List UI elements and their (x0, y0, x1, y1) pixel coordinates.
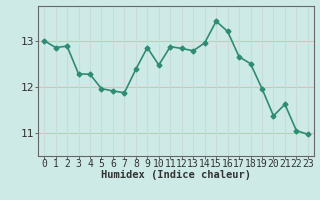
X-axis label: Humidex (Indice chaleur): Humidex (Indice chaleur) (101, 170, 251, 180)
